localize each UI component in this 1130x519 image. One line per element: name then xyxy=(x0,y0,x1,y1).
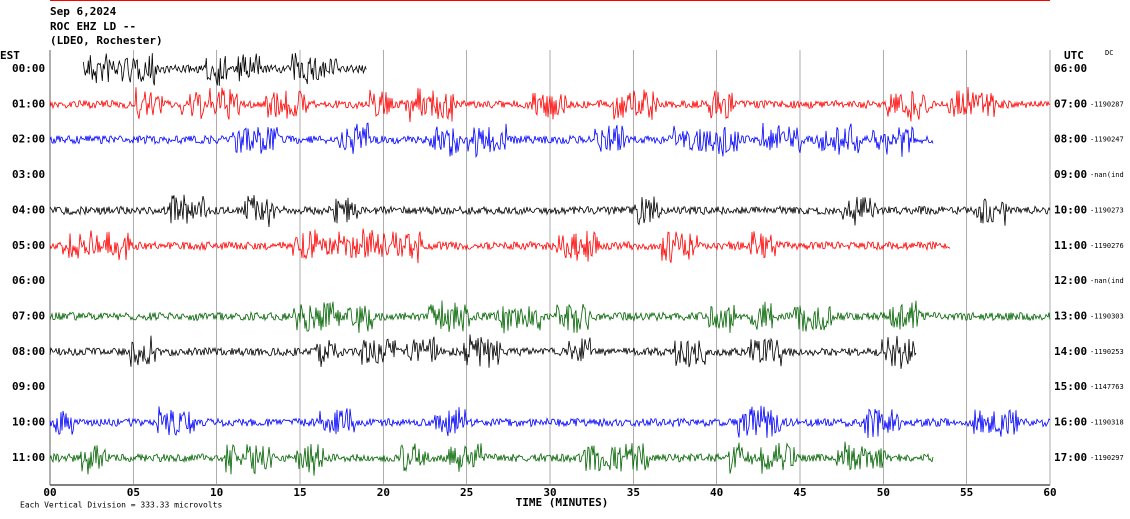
trace xyxy=(49,441,934,476)
row-left-label: 11:00 xyxy=(12,451,45,464)
x-tick-label: 15 xyxy=(293,486,306,499)
title-line: Sep 6,2024 xyxy=(50,5,117,18)
row-right-label: 14:00 xyxy=(1054,345,1087,358)
trace xyxy=(49,194,1051,228)
row-code: -1147763 xyxy=(1090,383,1124,391)
row-code: -1190297 xyxy=(1090,454,1124,462)
trace xyxy=(49,300,1051,334)
row-code: -1190276 xyxy=(1090,242,1124,250)
x-tick-label: 55 xyxy=(960,486,973,499)
row-right-label: 06:00 xyxy=(1054,62,1087,75)
x-tick-label: 60 xyxy=(1043,486,1056,499)
row-right-label: 15:00 xyxy=(1054,380,1087,393)
trace xyxy=(49,86,1051,123)
row-left-label: 10:00 xyxy=(12,416,45,429)
row-right-label: 07:00 xyxy=(1054,97,1087,110)
title-line: (LDEO, Rochester) xyxy=(50,34,163,47)
trace xyxy=(49,405,1051,439)
trace xyxy=(49,334,917,369)
row-right-label: 10:00 xyxy=(1054,203,1087,216)
x-tick-label: 30 xyxy=(543,486,556,499)
row-code: -nan(ind xyxy=(1090,171,1124,179)
trace xyxy=(49,122,934,159)
x-tick-label: 10 xyxy=(210,486,223,499)
x-tick-label: 45 xyxy=(793,486,806,499)
trace xyxy=(49,228,951,264)
row-right-label: 11:00 xyxy=(1054,239,1087,252)
x-axis-label: TIME (MINUTES) xyxy=(516,496,609,509)
row-code: -1190303 xyxy=(1090,312,1124,320)
row-left-label: 03:00 xyxy=(12,168,45,181)
row-left-label: 00:00 xyxy=(12,62,45,75)
left-axis-label: EST xyxy=(0,49,20,62)
x-tick-label: 50 xyxy=(877,486,890,499)
row-right-label: 13:00 xyxy=(1054,309,1087,322)
row-right-label: 09:00 xyxy=(1054,168,1087,181)
right-axis-label: UTC xyxy=(1064,49,1084,62)
row-right-label: 16:00 xyxy=(1054,416,1087,429)
row-code: -nan(ind xyxy=(1090,277,1124,285)
row-code: -1190253 xyxy=(1090,348,1124,356)
row-right-label: 12:00 xyxy=(1054,274,1087,287)
row-left-label: 02:00 xyxy=(12,133,45,146)
row-left-label: 01:00 xyxy=(12,97,45,110)
row-left-label: 05:00 xyxy=(12,239,45,252)
row-left-label: 04:00 xyxy=(12,203,45,216)
row-right-label: 17:00 xyxy=(1054,451,1087,464)
x-tick-label: 05 xyxy=(127,486,140,499)
row-left-label: 06:00 xyxy=(12,274,45,287)
row-left-label: 09:00 xyxy=(12,380,45,393)
row-left-label: 08:00 xyxy=(12,345,45,358)
row-right-label: 08:00 xyxy=(1054,133,1087,146)
x-tick-label: 00 xyxy=(43,486,56,499)
x-tick-label: 20 xyxy=(377,486,390,499)
x-tick-label: 25 xyxy=(460,486,473,499)
row-left-label: 07:00 xyxy=(12,309,45,322)
title-line: ROC EHZ LD -- xyxy=(50,20,136,33)
row-code: -1190273 xyxy=(1090,206,1124,214)
row-code: -1190247 xyxy=(1090,136,1124,144)
row-code: -1190318 xyxy=(1090,419,1124,427)
footer: Each Vertical Division = 333.33 microvol… xyxy=(20,501,222,510)
row-code: -1190287 xyxy=(1090,100,1124,108)
x-tick-label: 35 xyxy=(627,486,640,499)
corner-label: DC xyxy=(1105,49,1113,57)
trace xyxy=(82,52,367,86)
x-tick-label: 40 xyxy=(710,486,723,499)
